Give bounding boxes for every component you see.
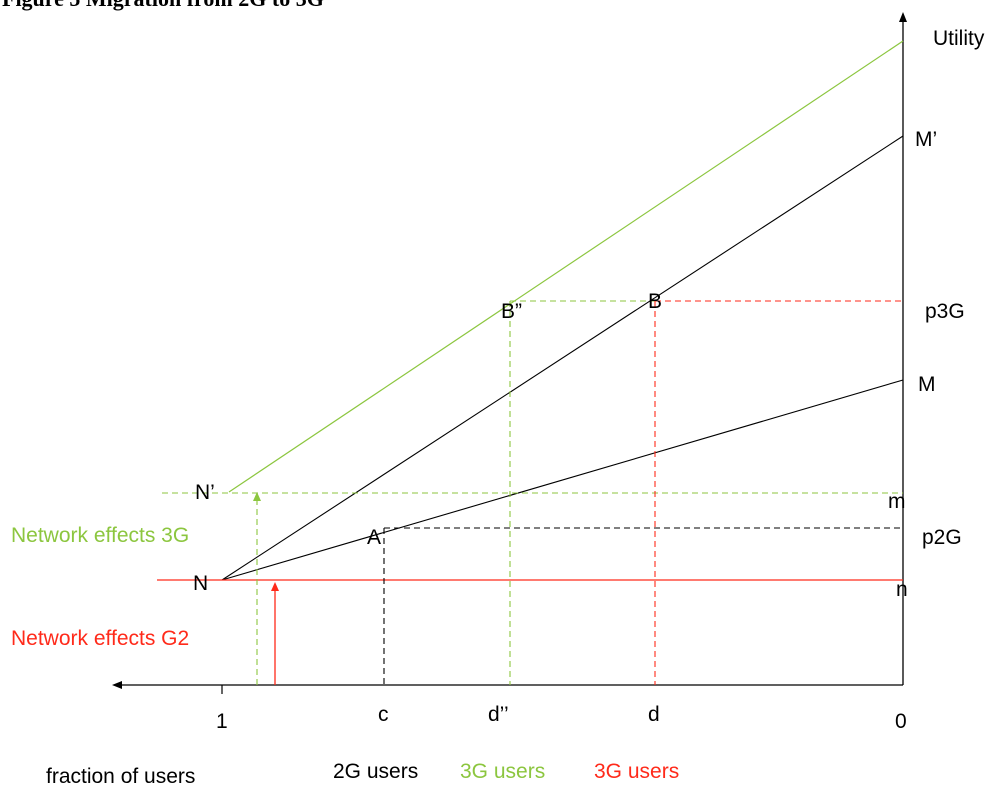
annotation-network-effects-g2: Network effects G2 (11, 627, 189, 650)
label-N: N (193, 572, 208, 595)
label-N-prime: N’ (195, 481, 215, 504)
x-axis-caption: fraction of users (46, 765, 195, 788)
legend-3g-users-green: 3G users (460, 760, 545, 783)
y-axis-arrowhead (899, 12, 907, 22)
label-p2G: p2G (922, 526, 962, 549)
x-tick-label-c: c (378, 703, 389, 726)
label-M: M (918, 373, 936, 396)
x-tick-label-d2: d’’ (488, 703, 509, 726)
figure-title: Figure 5 Migration from 2G to 3G (2, 0, 324, 11)
red-arrowhead-g2 (271, 582, 279, 591)
label-m: m (888, 490, 906, 513)
x-tick-label-d: d (648, 703, 660, 726)
legend-2g-users: 2G users (333, 760, 418, 783)
label-B2: B” (501, 300, 522, 323)
label-p3G: p3G (925, 300, 965, 323)
line-N-M-prime (221, 135, 904, 581)
y-axis-label: Utility (933, 27, 985, 50)
line-N-M (221, 379, 904, 581)
legend-3g-users-red: 3G users (594, 760, 679, 783)
label-B: B (648, 290, 662, 313)
x-axis-arrowhead (112, 681, 122, 689)
label-A: A (367, 526, 381, 549)
green-utility-line-3g (228, 40, 904, 493)
label-n: n (896, 578, 908, 601)
annotation-network-effects-3g: Network effects 3G (11, 524, 189, 547)
label-M-prime: M’ (915, 128, 937, 151)
x-tick-label-zero: 0 (895, 710, 907, 733)
green-arrowhead-3g (253, 492, 261, 501)
x-tick-label-one: 1 (216, 710, 228, 733)
